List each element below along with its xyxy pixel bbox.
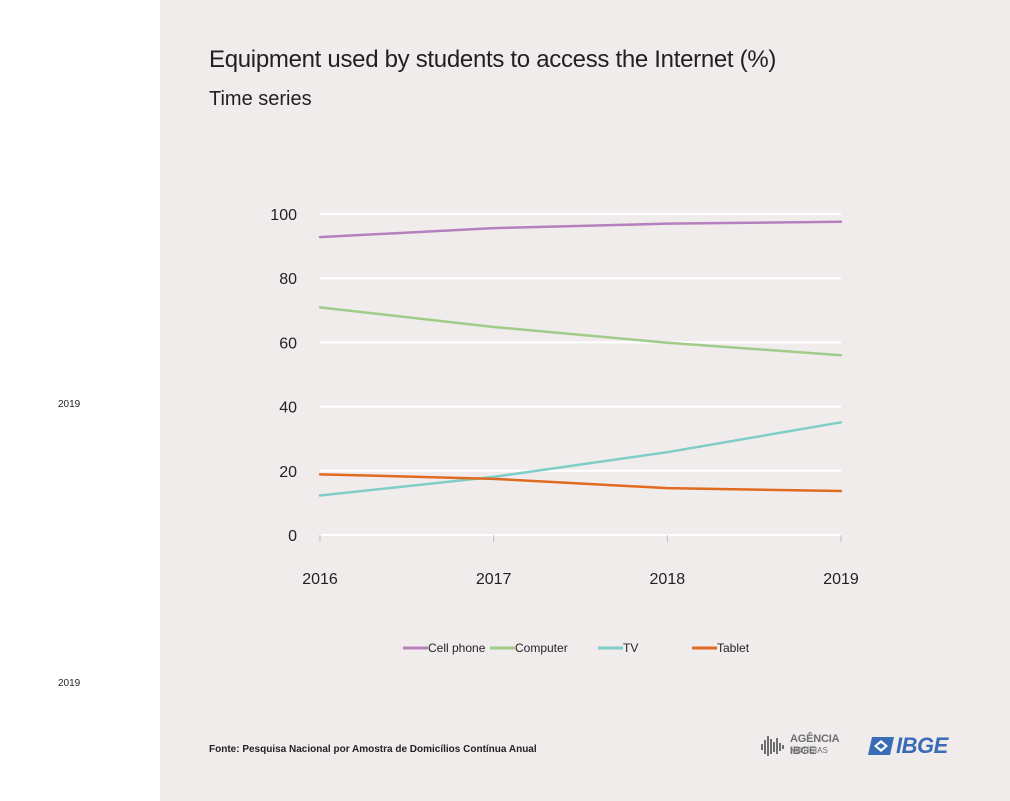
side-year-label: 2019: [58, 678, 81, 689]
y-tick-label: 0: [288, 528, 297, 545]
x-tick-label: 2017: [476, 571, 512, 588]
line-chart: 0 20 40 60 80 100 2016 2017 2018 2019 Cell phone Co…: [270, 207, 859, 655]
ibge-mark-icon: [868, 737, 894, 755]
y-tick-label: 60: [279, 335, 297, 352]
y-tick-label: 100: [270, 207, 297, 224]
y-tick-label: 40: [279, 400, 297, 417]
series-line-tv: [318, 421, 843, 497]
legend-label: Tablet: [717, 641, 750, 655]
agencia-ibge-logo: AGÊNCIA IBGE NOTÍCIAS: [760, 733, 860, 759]
ibge-logo: IBGE: [866, 732, 962, 760]
x-tick-label: 2018: [650, 571, 686, 588]
source-note: Fonte: Pesquisa Nacional por Amostra de …: [209, 744, 537, 755]
y-tick-label: 80: [279, 271, 297, 288]
x-tick-label: 2019: [823, 571, 859, 588]
legend-label: Computer: [515, 641, 568, 655]
series-line-tablet: [318, 473, 843, 493]
x-tick-label: 2016: [302, 571, 338, 588]
ibge-wordmark: IBGE: [896, 733, 948, 758]
agencia-subtitle: NOTÍCIAS: [790, 746, 828, 755]
agencia-title: AGÊNCIA IBGE: [790, 733, 839, 757]
y-tick-label: 20: [279, 464, 297, 481]
legend-label: Cell phone: [428, 641, 486, 655]
infographic-panel: Equipment used by students to access the…: [160, 0, 1010, 801]
side-year-label: 2019: [58, 399, 81, 410]
series-line-computer: [318, 306, 843, 357]
agencia-mark-icon: [761, 736, 784, 756]
legend-label: TV: [623, 641, 638, 655]
chart-title: Equipment used by students to access the…: [209, 46, 777, 73]
series-line-cell-phone: [318, 220, 843, 239]
chart-subtitle: Time series: [209, 88, 312, 110]
